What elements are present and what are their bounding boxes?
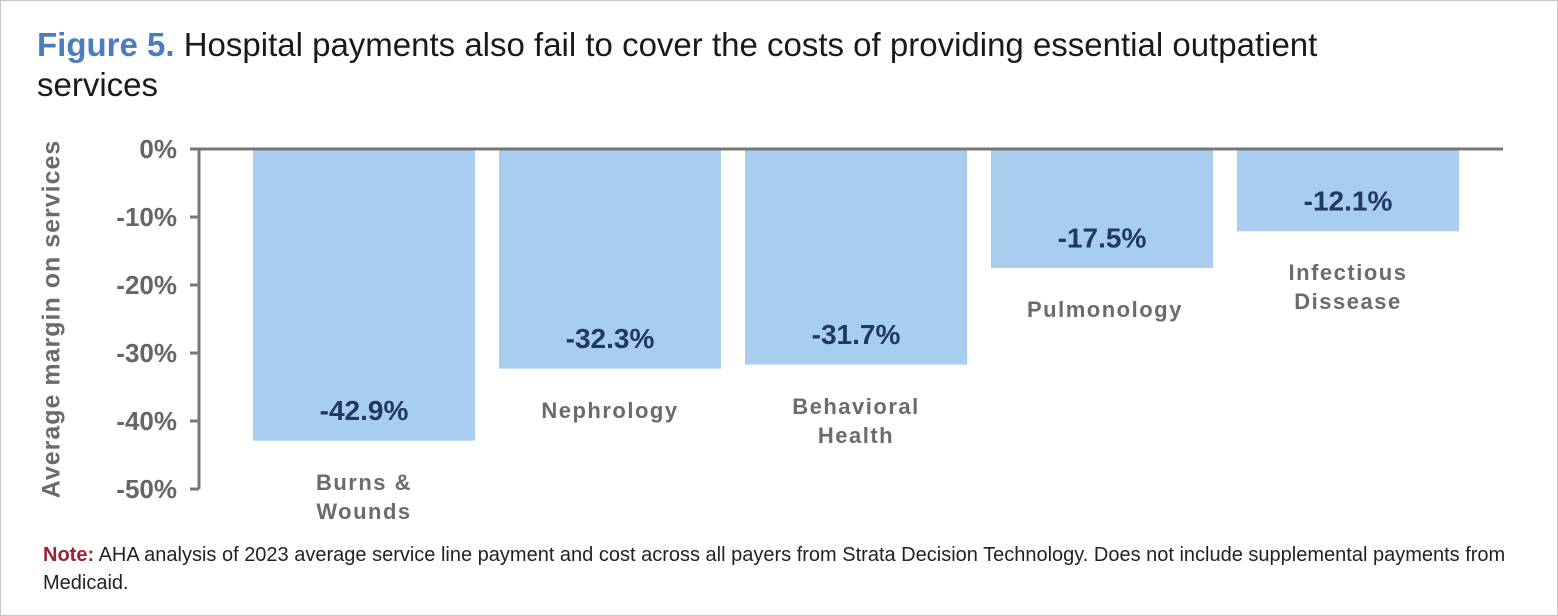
chart-title: Hospital payments also fail to cover the… — [37, 26, 1318, 103]
bar — [745, 149, 967, 365]
y-tick-label: -50% — [116, 474, 177, 504]
value-label: -42.9% — [320, 395, 409, 426]
bar — [1237, 149, 1459, 232]
value-label: -17.5% — [1058, 222, 1147, 253]
y-tick-label: -40% — [116, 406, 177, 436]
note-text: AHA analysis of 2023 average service lin… — [43, 544, 1506, 594]
value-label: -31.7% — [812, 319, 901, 350]
title: Figure 5. Hospital payments also fail to… — [37, 25, 1437, 105]
x-tick-label: Nephrology — [541, 397, 679, 423]
x-tick-label: Behavioral Health — [792, 393, 920, 448]
x-tick-label: Pulmonology — [1027, 297, 1183, 322]
y-axis-label: Average margin on services — [38, 140, 66, 499]
note-label: Note: — [43, 544, 95, 566]
value-label: -12.1% — [1304, 186, 1393, 217]
y-tick-label: -30% — [116, 338, 177, 368]
note: Note: AHA analysis of 2023 average servi… — [43, 541, 1523, 597]
x-tick-label: Burns & Wounds — [315, 469, 413, 524]
figure-label: Figure 5. — [37, 26, 175, 63]
y-tick-label: -20% — [116, 270, 177, 300]
y-tick-label: 0% — [139, 134, 177, 164]
bar — [253, 149, 475, 441]
x-tick-label: Infectious Dissease — [1288, 260, 1408, 315]
bar — [499, 149, 721, 369]
value-label: -32.3% — [566, 323, 655, 354]
y-tick-label: -10% — [116, 202, 177, 232]
bar — [991, 149, 1213, 268]
